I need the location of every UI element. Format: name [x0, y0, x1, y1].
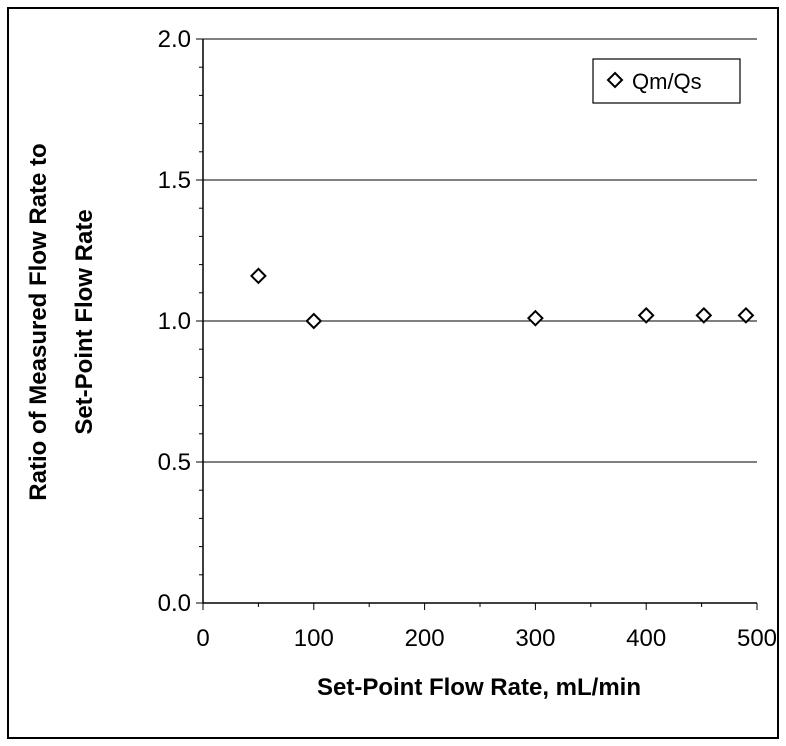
y-tick-label-3: 1.5 — [158, 167, 191, 194]
x-tick-label-2: 200 — [405, 625, 445, 652]
legend-marker-diamond-icon — [606, 71, 624, 89]
y-tick-label-4: 2.0 — [158, 26, 191, 53]
data-point-0-1 — [305, 312, 323, 330]
y-tick-label-0: 0.0 — [158, 590, 191, 617]
x-tick-label-1: 100 — [294, 625, 334, 652]
data-point-0-4 — [695, 306, 713, 324]
data-point-0-0 — [249, 267, 267, 285]
x-axis-title: Set-Point Flow Rate, mL/min — [317, 674, 641, 701]
gridlines — [203, 38, 757, 463]
data-points — [249, 267, 755, 330]
y-tick-label-1: 0.5 — [158, 449, 191, 476]
data-point-0-2 — [526, 309, 544, 327]
x-tick-label-4: 400 — [626, 625, 666, 652]
data-point-0-3 — [637, 306, 655, 324]
data-point-0-5 — [737, 306, 755, 324]
axis-ticks: 0.0 0.5 1.0 1.5 2.0 0 100 200 300 400 500 — [158, 26, 777, 652]
y-axis-title-line-2: Set-Point Flow Rate — [71, 209, 98, 434]
y-axis-title: Ratio of Measured Flow Rate to Set-Point… — [25, 143, 98, 500]
chart-frame — [7, 7, 779, 739]
legend-label: Qm/Qs — [632, 69, 702, 94]
x-tick-label-5: 500 — [737, 625, 777, 652]
x-tick-label-3: 300 — [515, 625, 555, 652]
y-axis-title-line-1: Ratio of Measured Flow Rate to — [25, 143, 52, 500]
y-tick-label-2: 1.0 — [158, 308, 191, 335]
legend: Qm/Qs — [592, 58, 741, 104]
x-tick-label-0: 0 — [196, 625, 209, 652]
